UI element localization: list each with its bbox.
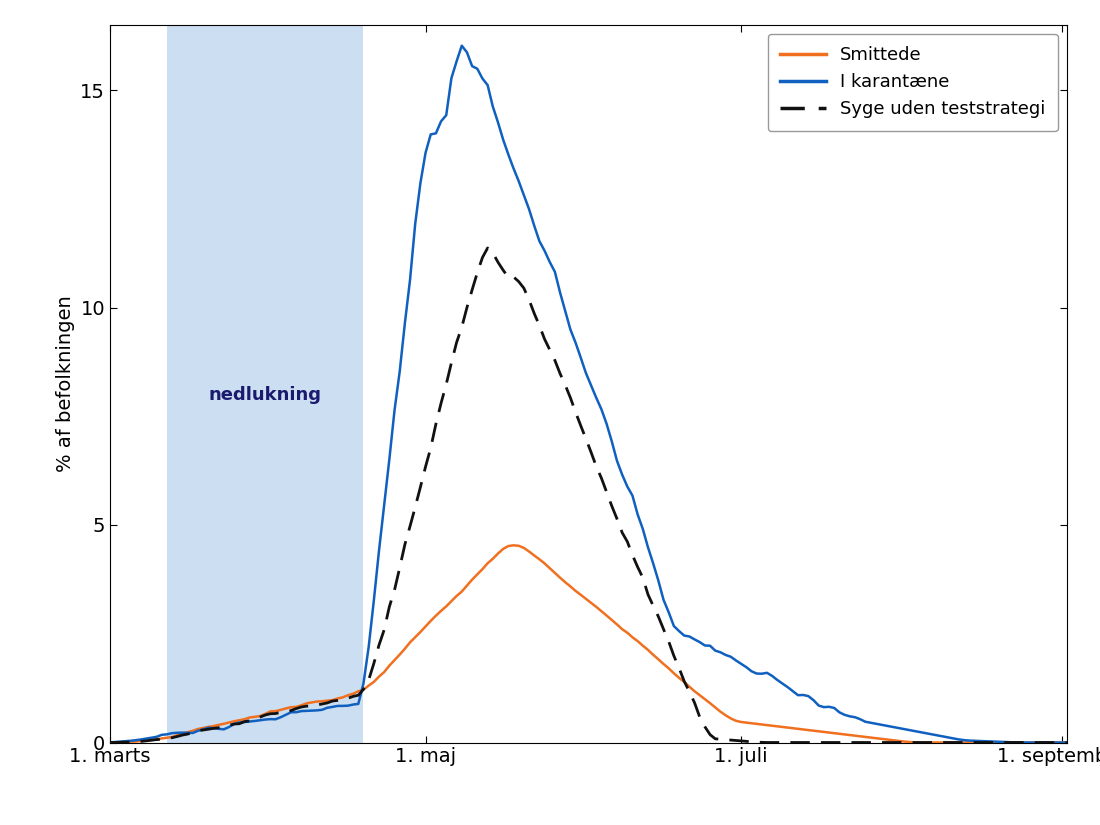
Line: Syge uden teststrategi: Syge uden teststrategi bbox=[110, 248, 1067, 742]
Syge uden teststrategi bbox=[1060, 738, 1074, 747]
Line: Smittede: Smittede bbox=[110, 545, 1067, 742]
Smittede bbox=[704, 698, 717, 708]
I karantæne bbox=[988, 737, 1001, 747]
Smittede bbox=[249, 712, 262, 722]
Syge uden teststrategi bbox=[843, 738, 856, 747]
Syge uden teststrategi bbox=[564, 393, 578, 403]
I karantæne bbox=[838, 710, 851, 719]
Syge uden teststrategi bbox=[704, 729, 717, 739]
Smittede bbox=[103, 738, 117, 747]
I karantæne bbox=[455, 40, 469, 50]
Syge uden teststrategi bbox=[103, 738, 117, 747]
Smittede bbox=[993, 738, 1007, 747]
Syge uden teststrategi bbox=[760, 738, 773, 747]
I karantæne bbox=[1060, 738, 1074, 747]
Syge uden teststrategi bbox=[993, 738, 1007, 747]
Smittede bbox=[915, 738, 928, 747]
Smittede bbox=[1060, 738, 1074, 747]
Syge uden teststrategi bbox=[481, 243, 494, 253]
I karantæne bbox=[1014, 738, 1027, 747]
I karantæne bbox=[103, 738, 117, 747]
Syge uden teststrategi bbox=[249, 714, 262, 724]
Smittede bbox=[507, 540, 520, 550]
Y-axis label: % af befolkningen: % af befolkningen bbox=[56, 295, 75, 472]
I karantæne bbox=[249, 716, 262, 726]
Syge uden teststrategi bbox=[662, 637, 675, 647]
Smittede bbox=[564, 582, 578, 592]
Smittede bbox=[838, 729, 851, 739]
Text: nedlukning: nedlukning bbox=[209, 385, 321, 403]
Line: I karantæne: I karantæne bbox=[110, 45, 1067, 742]
Legend: Smittede, I karantæne, Syge uden teststrategi: Smittede, I karantæne, Syge uden teststr… bbox=[768, 34, 1058, 131]
I karantæne bbox=[564, 324, 578, 334]
I karantæne bbox=[704, 641, 717, 651]
Bar bbox=[167, 25, 363, 742]
I karantæne bbox=[662, 607, 675, 617]
Smittede bbox=[662, 663, 675, 673]
